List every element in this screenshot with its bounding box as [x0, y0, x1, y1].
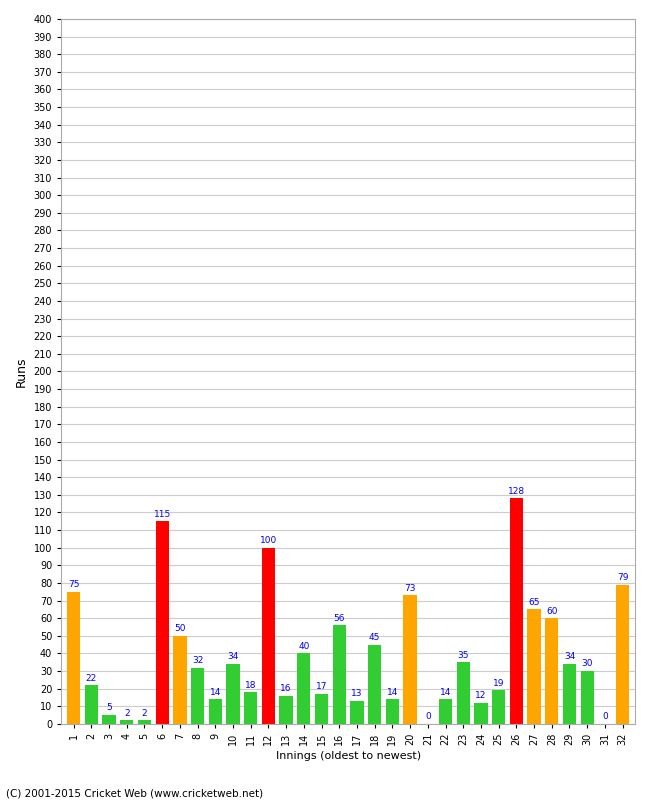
- Bar: [280, 696, 292, 724]
- Bar: [563, 664, 576, 724]
- Bar: [439, 699, 452, 724]
- Bar: [67, 592, 80, 724]
- Text: 34: 34: [227, 652, 239, 662]
- Bar: [297, 654, 311, 724]
- Text: 14: 14: [440, 688, 451, 697]
- Text: 60: 60: [546, 606, 558, 615]
- Bar: [120, 720, 133, 724]
- Text: 100: 100: [260, 536, 277, 545]
- Bar: [191, 667, 204, 724]
- Text: 13: 13: [351, 690, 363, 698]
- Text: 18: 18: [245, 681, 257, 690]
- Text: 79: 79: [617, 573, 629, 582]
- Text: 0: 0: [602, 712, 608, 722]
- Bar: [209, 699, 222, 724]
- Text: (C) 2001-2015 Cricket Web (www.cricketweb.net): (C) 2001-2015 Cricket Web (www.cricketwe…: [6, 788, 264, 798]
- Text: 73: 73: [404, 584, 416, 593]
- Bar: [244, 692, 257, 724]
- Text: 17: 17: [316, 682, 328, 691]
- Bar: [350, 701, 363, 724]
- Text: 50: 50: [174, 624, 186, 633]
- Bar: [84, 685, 98, 724]
- Text: 0: 0: [425, 712, 431, 722]
- Bar: [580, 671, 594, 724]
- Y-axis label: Runs: Runs: [15, 356, 28, 386]
- Text: 40: 40: [298, 642, 309, 650]
- Text: 19: 19: [493, 678, 504, 688]
- Bar: [527, 610, 541, 724]
- Bar: [262, 548, 275, 724]
- Text: 32: 32: [192, 656, 203, 665]
- Bar: [456, 662, 470, 724]
- Text: 12: 12: [475, 691, 487, 700]
- Text: 22: 22: [86, 674, 97, 682]
- Text: 34: 34: [564, 652, 575, 662]
- Bar: [474, 702, 488, 724]
- Text: 16: 16: [280, 684, 292, 693]
- Bar: [226, 664, 240, 724]
- Bar: [315, 694, 328, 724]
- Text: 14: 14: [387, 688, 398, 697]
- Text: 115: 115: [153, 510, 171, 518]
- Text: 128: 128: [508, 486, 525, 496]
- Bar: [510, 498, 523, 724]
- Text: 30: 30: [582, 659, 593, 669]
- X-axis label: Innings (oldest to newest): Innings (oldest to newest): [276, 751, 421, 761]
- Bar: [138, 720, 151, 724]
- Bar: [404, 595, 417, 724]
- Bar: [155, 522, 169, 724]
- Bar: [545, 618, 558, 724]
- Bar: [333, 626, 346, 724]
- Bar: [616, 585, 629, 724]
- Bar: [103, 715, 116, 724]
- Text: 45: 45: [369, 633, 380, 642]
- Text: 2: 2: [124, 709, 129, 718]
- Text: 14: 14: [209, 688, 221, 697]
- Bar: [385, 699, 399, 724]
- Text: 2: 2: [142, 709, 148, 718]
- Text: 65: 65: [528, 598, 539, 606]
- Bar: [492, 690, 505, 724]
- Bar: [368, 645, 382, 724]
- Bar: [173, 636, 187, 724]
- Text: 5: 5: [106, 703, 112, 713]
- Text: 35: 35: [458, 650, 469, 659]
- Text: 75: 75: [68, 580, 79, 589]
- Text: 56: 56: [333, 614, 345, 622]
